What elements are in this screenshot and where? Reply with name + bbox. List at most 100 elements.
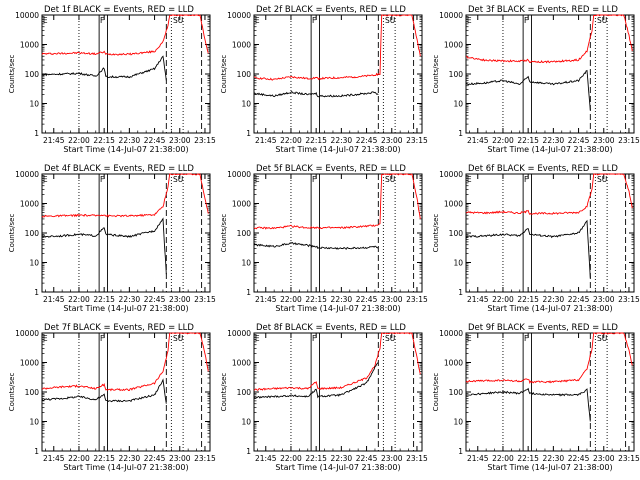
- x-axis-label: Start Time (14-Jul-07 21:38:00): [275, 145, 400, 154]
- detector-panel-5: Det 5f BLACK = Events, RED = LLD 1 10 100 10…: [220, 164, 428, 313]
- x-tick-label: 22:45: [144, 295, 166, 304]
- flag-marker-su: SU: [385, 16, 395, 25]
- y-tick-label: 100: [449, 388, 464, 397]
- series-line-events: [41, 217, 167, 275]
- x-tick-label: 22:00: [68, 295, 90, 304]
- x-tick-label: 22:45: [568, 295, 590, 304]
- y-tick-label: 1000: [444, 200, 463, 209]
- x-axis-label: Start Time (14-Jul-07 21:38:00): [275, 463, 400, 472]
- series-line-lld: [41, 14, 209, 56]
- panel-title: Det 1f BLACK = Events, RED = LLD: [44, 5, 194, 15]
- flag-marker-e: E: [43, 16, 48, 25]
- detector-panel-9: Det 9f BLACK = Events, RED = LLD 1 10 100 10…: [432, 323, 640, 472]
- flag-marker-su: SU: [597, 16, 607, 25]
- flag-marker-e: E: [43, 334, 48, 343]
- x-tick-label: 22:15: [305, 454, 327, 463]
- x-axis-label: Start Time (14-Jul-07 21:38:00): [63, 145, 188, 154]
- series-line-lld: [41, 332, 209, 392]
- x-tick-label: 22:00: [280, 295, 302, 304]
- y-tick-label: 10000: [439, 170, 463, 179]
- panel-title: Det 5f BLACK = Events, RED = LLD: [256, 164, 406, 174]
- flag-marker-e: E: [255, 175, 260, 184]
- y-tick-label: 1000: [20, 41, 39, 50]
- y-tick-label: 1: [458, 129, 463, 138]
- y-tick-label: 10: [29, 418, 39, 427]
- y-tick-label: 10000: [15, 329, 39, 338]
- x-tick-label: 22:45: [144, 136, 166, 145]
- y-tick-label: 10000: [439, 329, 463, 338]
- y-axis-label: Counts/sec: [220, 214, 228, 253]
- flag-marker-su: SU: [173, 16, 183, 25]
- x-tick-label: 23:00: [169, 295, 191, 304]
- y-axis-label: Counts/sec: [8, 214, 16, 253]
- x-tick-label: 22:45: [356, 454, 378, 463]
- panel-title: Det 9f BLACK = Events, RED = LLD: [468, 323, 618, 333]
- series-line-lld: [41, 173, 209, 218]
- x-tick-label: 21:45: [43, 136, 65, 145]
- detector-panel-2: Det 2f BLACK = Events, RED = LLD 1 10 100 10…: [220, 5, 428, 154]
- x-axis-label: Start Time (14-Jul-07 21:38:00): [487, 463, 612, 472]
- flag-marker-f: F: [312, 334, 316, 343]
- x-tick-label: 22:15: [517, 454, 539, 463]
- x-tick-label: 23:15: [618, 454, 640, 463]
- y-tick-label: 100: [25, 229, 40, 238]
- y-tick-label: 10000: [15, 170, 39, 179]
- x-tick-label: 22:00: [492, 295, 514, 304]
- flag-marker-e: E: [43, 175, 48, 184]
- x-tick-label: 22:30: [119, 295, 141, 304]
- flag-marker-su: SU: [385, 175, 395, 184]
- x-tick-label: 22:15: [305, 295, 327, 304]
- flag-marker-f: F: [524, 334, 528, 343]
- detector-panel-7: Det 7f BLACK = Events, RED = LLD 1 10 100 10…: [8, 323, 216, 472]
- y-tick-label: 1000: [444, 41, 463, 50]
- x-tick-label: 23:00: [593, 295, 615, 304]
- y-axis-label: Counts/sec: [8, 55, 16, 94]
- y-tick-label: 1: [246, 447, 251, 456]
- y-tick-label: 1: [34, 129, 39, 138]
- flag-marker-su: SU: [385, 334, 395, 343]
- x-tick-label: 23:00: [169, 454, 191, 463]
- x-tick-label: 23:00: [381, 136, 403, 145]
- x-tick-label: 22:15: [93, 454, 115, 463]
- y-tick-label: 100: [449, 229, 464, 238]
- x-tick-label: 22:15: [93, 136, 115, 145]
- y-tick-label: 100: [237, 388, 252, 397]
- flag-marker-e: E: [467, 334, 472, 343]
- x-tick-label: 23:15: [406, 136, 428, 145]
- x-axis-label: Start Time (14-Jul-07 21:38:00): [487, 145, 612, 154]
- x-tick-label: 22:00: [280, 136, 302, 145]
- flag-marker-f: F: [100, 175, 104, 184]
- flag-marker-su: SU: [597, 334, 607, 343]
- x-tick-label: 22:45: [568, 136, 590, 145]
- plot-frame: [253, 173, 423, 293]
- x-tick-label: 21:45: [255, 136, 277, 145]
- flag-marker-e: E: [467, 16, 472, 25]
- series-line-events: [465, 387, 591, 422]
- y-tick-label: 10: [241, 259, 251, 268]
- x-tick-label: 21:45: [467, 295, 489, 304]
- x-axis-label: Start Time (14-Jul-07 21:38:00): [63, 304, 188, 313]
- y-tick-label: 1: [246, 288, 251, 297]
- detector-panel-8: Det 8f BLACK = Events, RED = LLD 1 10 100 10…: [220, 323, 428, 472]
- x-tick-label: 22:45: [356, 295, 378, 304]
- x-tick-label: 21:45: [467, 454, 489, 463]
- panel-title: Det 3f BLACK = Events, RED = LLD: [468, 5, 618, 15]
- x-axis-label: Start Time (14-Jul-07 21:38:00): [487, 304, 612, 313]
- x-tick-label: 22:00: [68, 454, 90, 463]
- series-line-events: [253, 362, 379, 399]
- flag-marker-su: SU: [173, 334, 183, 343]
- detector-panel-6: Det 6f BLACK = Events, RED = LLD 1 10 100 10…: [432, 164, 640, 313]
- y-tick-label: 10000: [227, 329, 251, 338]
- x-tick-label: 22:45: [144, 454, 166, 463]
- y-tick-label: 1000: [444, 359, 463, 368]
- y-axis-label: Counts/sec: [220, 373, 228, 412]
- x-tick-label: 23:15: [618, 136, 640, 145]
- series-line-lld: [253, 173, 421, 230]
- y-axis-label: Counts/sec: [432, 373, 440, 412]
- x-tick-label: 22:30: [331, 454, 353, 463]
- x-tick-label: 23:15: [406, 295, 428, 304]
- x-tick-label: 23:00: [381, 295, 403, 304]
- plot-frame: [253, 14, 423, 134]
- y-tick-label: 1000: [232, 359, 251, 368]
